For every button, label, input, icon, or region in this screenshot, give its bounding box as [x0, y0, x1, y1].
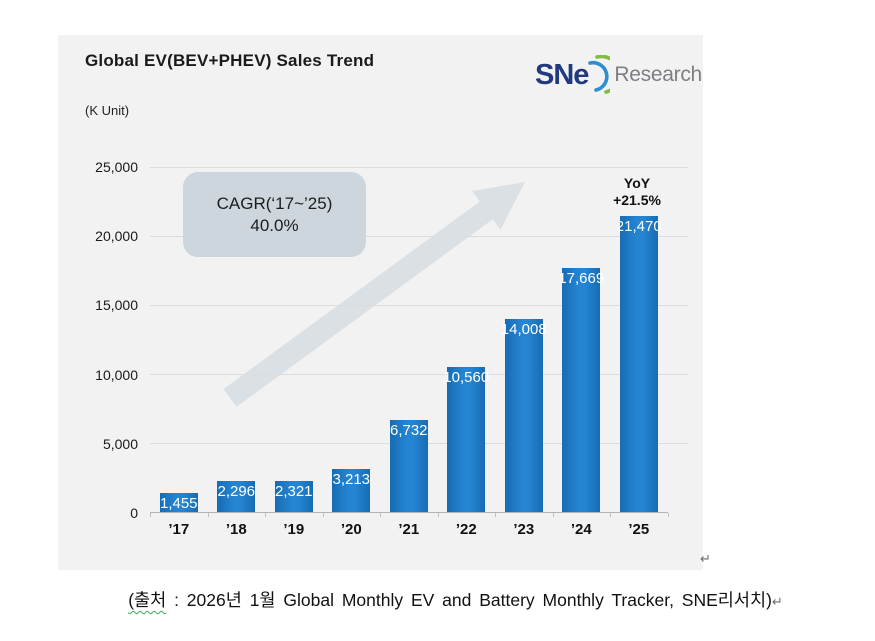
- bar-value-label: 10,560: [443, 368, 490, 386]
- bar-2321: [274, 480, 313, 513]
- bars-row: 1,455 ’17 2,296 ’18 2,321 ’19 3,213 ’20 6,732 ’21…: [150, 167, 668, 538]
- bar-value-label: 6,732: [389, 421, 428, 439]
- y-axis-tick-label: 5,000: [102, 435, 138, 452]
- yoy-annotation: YoY +21.5%: [592, 175, 682, 209]
- bar-slot: 3,213 ’20: [323, 167, 381, 538]
- y-axis-tick-label: 10,000: [95, 366, 138, 383]
- bar-2296: [217, 481, 256, 513]
- bar-slot: 21,470 ’25: [610, 167, 668, 538]
- x-axis-category-label: ’22: [455, 521, 477, 538]
- x-axis-category-label: ’19: [283, 521, 305, 538]
- x-axis-tick: [552, 513, 554, 517]
- bar-slot: 2,296 ’18: [208, 167, 266, 538]
- cagr-value: 40.0%: [250, 215, 299, 235]
- x-axis-tick: [207, 513, 209, 517]
- y-axis-tick-label: 0: [130, 505, 138, 521]
- logo-swoosh-icon: [588, 55, 611, 94]
- logo-research-text: Research: [614, 63, 702, 86]
- bar-slot: 14,008 ’23: [495, 167, 553, 538]
- bar-value-label: 1,455: [159, 494, 198, 512]
- bar-1455: [159, 492, 198, 513]
- bar-slot: 6,732 ’21: [380, 167, 438, 538]
- bar-value-label: 17,669: [558, 270, 605, 288]
- paragraph-return-mark: ↵: [700, 551, 711, 566]
- cagr-label: CAGR(‘17~’25): [216, 193, 333, 213]
- bar-14008: [504, 319, 543, 513]
- bar-value-label: 2,296: [217, 483, 256, 501]
- x-axis-tick: [495, 513, 496, 517]
- x-axis-tick: [667, 513, 669, 517]
- caption-return-mark: ↵: [771, 594, 783, 609]
- bar-17669: [562, 268, 601, 513]
- x-axis-tick: [437, 513, 439, 517]
- x-axis-category-label: ’18: [225, 521, 247, 538]
- x-axis-category-label: ’20: [340, 521, 362, 538]
- plot-area: 0 5,000 10,000 15,000 20,000 25,000 1,455 ’17 2,…: [95, 159, 688, 538]
- yoy-value: +21.5%: [613, 192, 661, 208]
- x-axis-category-label: ’25: [628, 521, 650, 538]
- chart-title: Global EV(BEV+PHEV) Sales Trend: [85, 51, 375, 70]
- caption-text: : 2026년 1월 Global Monthly EV and Battery…: [166, 590, 772, 610]
- bar-value-label: 21,470: [615, 217, 662, 235]
- bar-6732: [389, 419, 428, 513]
- bar-value-label: 2,321: [274, 482, 313, 500]
- bar-21470: [619, 215, 658, 513]
- yoy-label: YoY: [623, 175, 651, 191]
- source-caption: (출처 : 2026년 1월 Global Monthly EV and Bat…: [18, 587, 875, 612]
- bar-value-label: 3,213: [332, 470, 371, 488]
- y-axis-tick-label: 25,000: [95, 159, 138, 175]
- y-axis-tick-label: 20,000: [95, 228, 138, 245]
- x-axis-tick: [380, 513, 381, 517]
- x-axis-tick: [610, 513, 611, 517]
- gridline: [150, 166, 688, 168]
- x-axis-category-label: ’24: [570, 521, 592, 538]
- bar-value-label: 14,008: [500, 321, 547, 339]
- x-axis-category-label: ’17: [168, 521, 190, 538]
- bar-slot: 2,321 ’19: [265, 167, 323, 538]
- x-axis-tick: [265, 513, 266, 517]
- y-axis-tick-label: 15,000: [95, 297, 138, 314]
- cagr-annotation-box: CAGR(‘17~’25) 40.0%: [183, 172, 366, 257]
- x-axis-line: [150, 512, 668, 513]
- caption-source-word: (출처: [128, 590, 167, 610]
- x-axis-category-label: ’23: [513, 521, 535, 538]
- x-axis-category-label: ’21: [398, 521, 420, 538]
- bar-slot: 1,455 ’17: [150, 167, 208, 538]
- sne-research-logo: SNe Research: [535, 55, 702, 95]
- logo-wordmark: SNe: [535, 58, 589, 91]
- bar-slot: 17,669 ’24: [553, 167, 611, 538]
- bar-slot: 10,560 ’22: [438, 167, 496, 538]
- bar-10560: [447, 366, 486, 513]
- bar-3213: [332, 468, 371, 513]
- x-axis-tick: [322, 513, 324, 517]
- y-axis-unit-label: (K Unit): [85, 103, 130, 118]
- x-axis-tick: [150, 513, 151, 517]
- chart-panel: Global EV(BEV+PHEV) Sales Trend (K Unit)…: [58, 35, 703, 570]
